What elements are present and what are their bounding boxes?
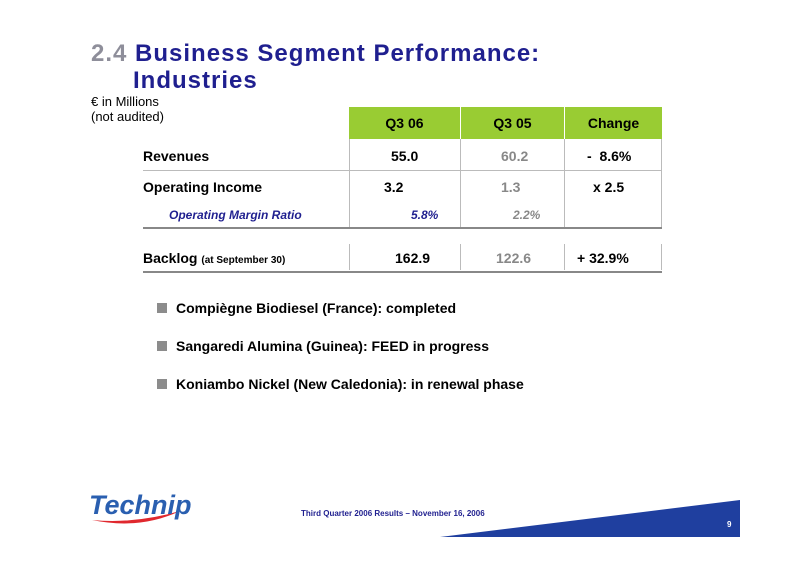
units-note: € in Millions (not audited) [91, 94, 164, 124]
row-divider [143, 170, 662, 171]
column-divider [460, 139, 461, 229]
square-bullet-icon [157, 379, 167, 389]
cell-q305: 60.2 [501, 148, 529, 164]
cell-q305: 2.2% [513, 208, 541, 222]
column-divider [349, 244, 350, 270]
row-divider [143, 271, 662, 273]
bullet-text: Compiègne Biodiesel (France): completed [176, 300, 457, 316]
cell-change: - 8.6% [587, 148, 632, 164]
square-bullet-icon [157, 341, 167, 351]
header-change: Change [565, 107, 662, 139]
header-q305: Q3 05 [461, 107, 565, 139]
column-divider [564, 139, 565, 229]
square-bullet-icon [157, 303, 167, 313]
column-divider [564, 244, 565, 270]
row-label: Operating Margin Ratio [169, 208, 302, 222]
column-divider [460, 244, 461, 270]
technip-logo: Technip [89, 490, 192, 524]
bullet-text: Sangaredi Alumina (Guinea): FEED in prog… [176, 338, 489, 354]
header-q306: Q3 06 [349, 107, 461, 139]
cell-q306: 55.0 [391, 148, 419, 164]
title-line-1: Business Segment Performance: [135, 40, 541, 67]
column-divider [349, 139, 350, 229]
units-line-1: € in Millions [91, 94, 159, 109]
backlog-label: Backlog [143, 250, 198, 266]
page-number: 9 [727, 520, 732, 529]
row-label: Revenues [143, 148, 210, 164]
backlog-sublabel: (at September 30) [201, 255, 286, 266]
cell-q306: 3.2 [384, 179, 404, 195]
section-number: 2.4 [91, 40, 128, 67]
cell-q305: 122.6 [496, 250, 532, 266]
column-divider [661, 244, 662, 270]
row-label: Backlog (at September 30) [143, 250, 285, 266]
row-label: Operating Income [143, 179, 263, 195]
bullet-text: Koniambo Nickel (New Caledonia): in rene… [176, 376, 524, 392]
footer-swoosh [440, 500, 740, 537]
logo-swoosh-icon [92, 511, 180, 524]
cell-q305: 1.3 [501, 179, 521, 195]
cell-change: + 32.9% [577, 250, 629, 266]
footer-text: Third Quarter 2006 Results – November 16… [301, 509, 485, 518]
cell-q306: 162.9 [395, 250, 431, 266]
cell-change: x 2.5 [593, 179, 625, 195]
slide-title: 2.4 Business Segment Performance: Indust… [91, 40, 540, 94]
cell-q306: 5.8% [411, 208, 439, 222]
column-divider [661, 139, 662, 229]
row-divider [143, 227, 662, 229]
units-line-2: (not audited) [91, 109, 164, 124]
logo-text: Technip [89, 490, 192, 520]
title-line-2: Industries [133, 67, 258, 94]
